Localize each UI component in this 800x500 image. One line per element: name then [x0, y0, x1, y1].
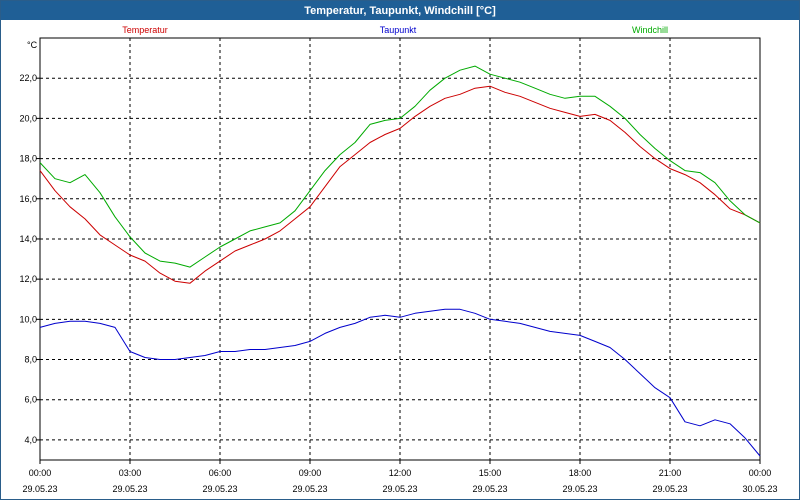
x-tick-time: 09:00 — [299, 468, 322, 478]
series-line-temperatur — [39, 85, 761, 284]
y-tick-label: 6,0 — [24, 395, 37, 405]
x-tick-time: 15:00 — [479, 468, 502, 478]
x-tick-date: 29.05.23 — [562, 484, 597, 494]
legend-entry-windchill: Windchill — [632, 25, 668, 35]
y-tick-label: 10,0 — [19, 314, 37, 324]
x-tick-time: 00:00 — [749, 468, 772, 478]
x-tick-time: 00:00 — [29, 468, 52, 478]
y-tick-label: 8,0 — [24, 355, 37, 365]
y-axis-ticks: 4,0 6,0 8,0 10,0 12,0 14,0 16,0 18,0 20,0 22,0 — [19, 73, 40, 445]
window-title: Temperatur, Taupunkt, Windchill [°C] — [1, 1, 799, 20]
y-tick-label: 16,0 — [19, 194, 37, 204]
x-tick-time: 12:00 — [389, 468, 412, 478]
y-axis-label: °C — [27, 40, 38, 50]
x-tick-time: 18:00 — [569, 468, 592, 478]
y-tick-label: 12,0 — [19, 274, 37, 284]
y-tick-label: 18,0 — [19, 154, 37, 164]
x-tick-time: 06:00 — [209, 468, 232, 478]
series-line-taupunkt — [39, 308, 761, 457]
x-tick-date: 29.05.23 — [112, 484, 147, 494]
series-line-windchill — [39, 65, 761, 268]
x-tick-time: 21:00 — [659, 468, 682, 478]
series-lines — [39, 65, 761, 457]
x-tick-date: 29.05.23 — [22, 484, 57, 494]
x-tick-date: 29.05.23 — [382, 484, 417, 494]
grid-lines — [40, 38, 760, 460]
y-tick-label: 4,0 — [24, 435, 37, 445]
x-tick-date: 29.05.23 — [652, 484, 687, 494]
legend: Temperatur Taupunkt Windchill — [122, 25, 668, 35]
x-axis-ticks: 00:00 29.05.23 03:00 29.05.23 06:00 29.05.23 0… — [22, 460, 778, 494]
y-tick-label: 14,0 — [19, 234, 37, 244]
x-tick-time: 03:00 — [119, 468, 142, 478]
y-tick-label: 20,0 — [19, 113, 37, 123]
x-tick-date: 29.05.23 — [202, 484, 237, 494]
y-tick-label: 22,0 — [19, 73, 37, 83]
x-tick-date: 30.05.23 — [742, 484, 777, 494]
x-tick-date: 29.05.23 — [292, 484, 327, 494]
x-tick-date: 29.05.23 — [472, 484, 507, 494]
legend-entry-taupunkt: Taupunkt — [380, 25, 417, 35]
legend-entry-temperatur: Temperatur — [122, 25, 168, 35]
